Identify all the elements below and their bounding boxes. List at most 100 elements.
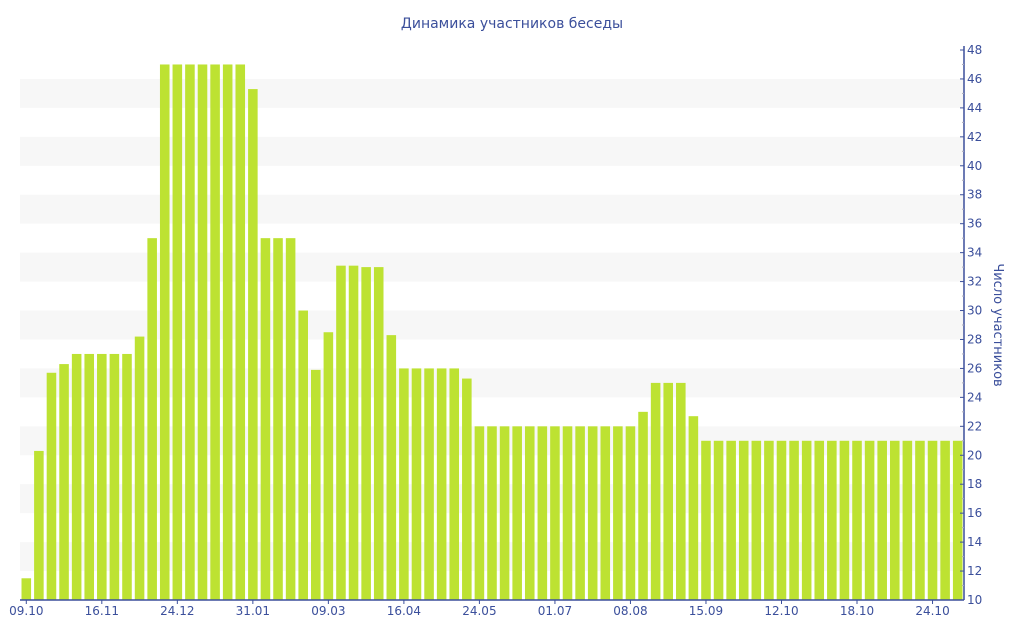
bar	[273, 238, 283, 600]
bar	[575, 426, 585, 600]
bar	[915, 440, 925, 600]
bar	[46, 372, 57, 600]
x-tick-label: 12.10	[764, 604, 798, 618]
x-tick-label: 24.05	[462, 604, 496, 618]
y-tick-label: 22	[967, 419, 982, 433]
bar	[386, 335, 397, 600]
y-tick-label: 30	[967, 304, 982, 318]
x-tick-label: 09.03	[311, 604, 345, 618]
bar	[399, 368, 409, 600]
y-tick-label: 46	[967, 72, 982, 86]
bar	[638, 411, 648, 600]
bar	[650, 382, 661, 600]
bar	[864, 440, 875, 600]
y-tick-label: 38	[967, 188, 982, 202]
bar	[134, 336, 145, 600]
bar	[185, 64, 195, 600]
bar	[562, 426, 573, 600]
bar	[122, 353, 132, 600]
y-tick-label: 26	[967, 361, 982, 375]
bar	[487, 426, 497, 600]
bar	[587, 426, 598, 600]
chart-title: Динамика участников беседы	[401, 16, 623, 32]
bar	[512, 426, 522, 600]
bar	[852, 440, 862, 600]
y-tick-label: 16	[967, 506, 982, 520]
bar	[348, 265, 359, 600]
bar	[776, 440, 787, 600]
bar	[499, 426, 510, 600]
y-tick-label: 24	[967, 390, 982, 404]
bar	[600, 426, 611, 600]
bar	[147, 238, 157, 600]
bar	[877, 440, 887, 600]
bar	[248, 89, 258, 600]
x-tick-label: 08.08	[613, 604, 647, 618]
x-tick-label: 24.12	[160, 604, 194, 618]
bar	[172, 64, 183, 600]
bar	[663, 382, 673, 600]
bar	[260, 238, 271, 600]
bar	[537, 426, 548, 600]
y-tick-label: 12	[967, 564, 982, 578]
y-axis-title: Число участников	[990, 263, 1005, 386]
bar	[84, 353, 95, 600]
x-tick-label: 24.10	[915, 604, 949, 618]
bar	[676, 382, 686, 600]
y-tick-label: 36	[967, 217, 982, 231]
bar	[613, 426, 623, 600]
bar	[298, 310, 308, 600]
bar	[449, 368, 460, 600]
y-tick-label: 34	[967, 246, 982, 260]
bar	[713, 440, 724, 600]
x-tick-label: 15.09	[689, 604, 723, 618]
bar	[323, 332, 334, 600]
y-tick-label: 48	[967, 43, 982, 57]
bar	[373, 267, 384, 600]
y-tick-label: 14	[967, 535, 982, 549]
x-tick-label: 01.07	[538, 604, 572, 618]
y-tick-label: 44	[967, 101, 982, 115]
bar	[210, 64, 220, 600]
bar	[361, 267, 371, 600]
bar	[751, 440, 762, 600]
bar	[21, 578, 32, 600]
bar	[285, 238, 296, 600]
bar	[336, 265, 346, 600]
bar	[109, 353, 120, 600]
bar	[839, 440, 850, 600]
bar	[701, 440, 711, 600]
bar	[889, 440, 900, 600]
bar	[235, 64, 246, 600]
bar	[474, 426, 485, 600]
x-tick-label: 16.11	[85, 604, 119, 618]
bar	[97, 353, 107, 600]
bar	[814, 440, 825, 600]
bar	[738, 440, 749, 600]
x-tick-label: 18.10	[840, 604, 874, 618]
y-tick-label: 20	[967, 448, 982, 462]
bar	[789, 440, 799, 600]
y-tick-label: 28	[967, 332, 982, 346]
x-tick-label: 31.01	[236, 604, 270, 618]
bar	[927, 440, 938, 600]
bar	[688, 416, 699, 600]
bar	[59, 364, 69, 600]
bar	[524, 426, 535, 600]
bar	[424, 368, 434, 600]
bar	[71, 353, 82, 600]
bar	[764, 440, 774, 600]
y-tick-label: 18	[967, 477, 982, 491]
bar	[311, 369, 321, 600]
bar	[625, 426, 636, 600]
bar	[159, 64, 170, 600]
x-tick-label: 09.10	[9, 604, 43, 618]
bar	[827, 440, 837, 600]
x-tick-label: 16.04	[387, 604, 421, 618]
bar	[436, 368, 447, 600]
bar	[222, 64, 233, 600]
bar	[940, 440, 950, 600]
bar	[462, 378, 472, 600]
y-tick-label: 32	[967, 275, 982, 289]
